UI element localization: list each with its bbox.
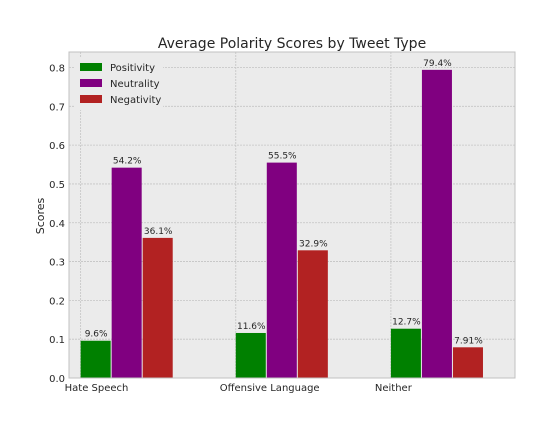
y-tick-label: 0.1 [49,335,65,346]
y-tick-label: 0.6 [49,141,65,152]
bar-value-label: 32.9% [299,239,328,249]
bar-negativity [297,250,328,378]
plot-area: 0.0 0.1 0.2 0.3 0.4 0.5 0.6 0.7 0.8 Hate Speech 9.… [49,51,516,394]
bar-value-label: 7.91% [454,336,483,346]
bar-value-label: 11.6% [237,322,266,332]
legend-label: Positivity [110,63,155,74]
bar-negativity [142,237,173,378]
bar-positivity [390,328,421,378]
bar-neutrality [266,162,297,378]
y-tick-label: 0.8 [49,64,65,75]
bar-neutrality [421,69,452,378]
plot-border [68,51,516,379]
bar-value-label: 12.7% [392,318,421,328]
x-tick-label: Hate Speech [65,383,129,394]
y-tick-label: 0.5 [49,180,65,191]
x-tick-label: Offensive Language [220,383,320,394]
bar-value-label: 54.2% [113,157,142,167]
y-tick-label: 0.0 [49,374,65,385]
bar-positivity [235,332,266,378]
bar-neutrality [111,167,142,378]
bar-value-label: 36.1% [144,227,173,237]
y-tick-label: 0.3 [49,258,65,269]
legend-label: Neutrality [110,79,160,90]
y-axis-label: Scores [34,197,47,234]
bar-negativity [452,347,483,378]
bar-value-label: 79.4% [423,59,452,69]
y-tick-label: 0.4 [49,219,65,230]
x-tick-label: Neither [375,383,413,394]
y-tick-label: 0.2 [49,296,65,307]
bar-positivity [80,340,111,378]
bar-value-label: 9.6% [85,330,108,340]
y-tick-label: 0.7 [49,102,65,113]
chart-title: Average Polarity Scores by Tweet Type [158,36,426,52]
legend-swatch [80,63,102,71]
bar-value-label: 55.5% [268,152,297,162]
legend-swatch [80,79,102,87]
legend-swatch [80,95,102,103]
legend-label: Negativity [110,95,161,106]
